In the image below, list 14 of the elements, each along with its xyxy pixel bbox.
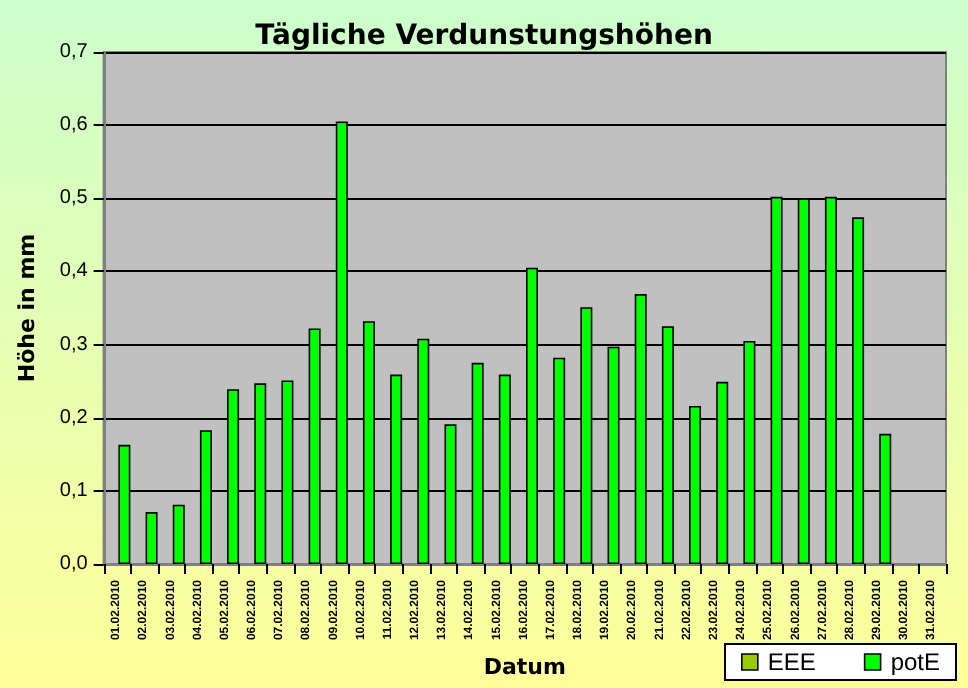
y-tick-label: 0,0 — [59, 553, 89, 575]
legend-label: EEE — [767, 648, 816, 676]
y-tick-label: 0,5 — [59, 187, 89, 210]
y-tick-label: 0,1 — [59, 479, 89, 502]
y-tick-label: 0,6 — [59, 114, 89, 137]
x-axis-title: Datum — [483, 653, 566, 680]
legend-label: potE — [890, 648, 940, 676]
y-axis-title: Höhe in mm — [14, 233, 40, 383]
bar — [145, 512, 158, 564]
y-tick-label: 0,4 — [59, 260, 89, 283]
y-tick-label: 0,3 — [59, 333, 89, 356]
y-tick-label: 0,2 — [59, 406, 89, 429]
chart-title: Tägliche Verdunstungshöhen — [255, 20, 713, 52]
y-tick-label: 0,7 — [59, 41, 89, 63]
